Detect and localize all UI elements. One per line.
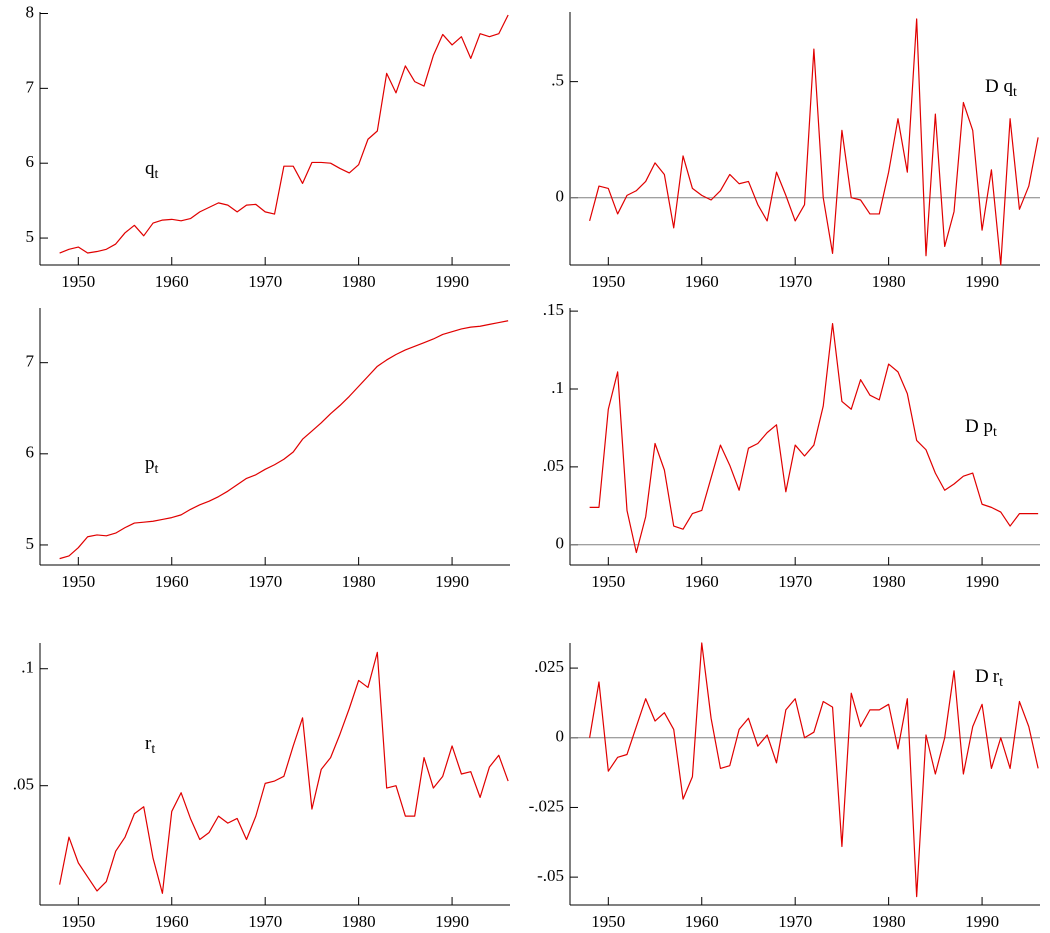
x-tick-label: 1990 [435,912,469,931]
y-tick-label: -.025 [529,796,564,815]
x-tick-label: 1990 [965,572,999,591]
annotation-main: D [975,666,989,687]
x-tick-label: 1950 [591,272,625,291]
x-tick-label: 1950 [61,572,95,591]
annotation-subscript: t [1013,85,1017,100]
x-tick-label: 1990 [965,912,999,931]
y-tick-label: .1 [21,658,34,677]
annotation-subscript: t [155,167,159,182]
y-tick-label: 5 [26,534,35,553]
annotation-main: D q [985,76,1013,97]
y-tick-label: 0 [556,534,565,553]
y-tick-label: 0 [556,187,565,206]
panel: 0 .5 1950 1960 1970 1980 1990 D qt [551,12,1040,291]
annotation: rt [145,733,155,757]
x-tick-label: 1970 [248,572,282,591]
annotation-subscript: t [993,425,997,440]
annotation: D pt [965,416,997,440]
annotation-main: D p [965,416,993,437]
annotation: D qt [985,76,1017,100]
x-tick-label: 1960 [155,572,189,591]
x-tick-label: 1960 [685,572,719,591]
x-tick-label: 1980 [342,912,376,931]
data-line [589,18,1039,266]
x-tick-label: 1950 [61,912,95,931]
data-line [589,642,1039,898]
y-tick-label: .5 [551,71,564,90]
x-tick-label: 1980 [342,572,376,591]
x-tick-label: 1990 [965,272,999,291]
data-line [59,14,509,254]
annotation: qt [145,158,159,182]
x-tick-label: 1980 [342,272,376,291]
panel: 0 .05 .1 .15 1950 1960 1970 1980 1990 D pt [543,300,1040,591]
y-tick-label: .15 [543,300,564,319]
y-tick-label: 6 [26,443,35,462]
x-tick-label: 1980 [872,572,906,591]
data-line [589,322,1039,554]
x-tick-label: 1970 [248,272,282,291]
x-tick-label: 1960 [155,272,189,291]
annotation-main: r [993,666,1000,687]
x-tick-label: 1990 [435,272,469,291]
annotation-subscript: t [151,742,155,757]
x-tick-label: 1960 [685,912,719,931]
x-tick-label: 1980 [872,272,906,291]
y-tick-label: 7 [26,352,35,371]
y-tick-label: 8 [26,2,35,21]
x-tick-label: 1970 [778,272,812,291]
x-tick-label: 1950 [591,572,625,591]
y-tick-label: .05 [13,775,34,794]
y-tick-label: .025 [534,657,564,676]
x-tick-label: 1970 [778,912,812,931]
annotation-main: q [145,158,155,179]
x-tick-label: 1980 [872,912,906,931]
x-tick-label: 1970 [248,912,282,931]
x-tick-label: 1960 [155,912,189,931]
y-tick-label: 6 [26,152,35,171]
y-tick-label: 5 [26,227,35,246]
panel: 5 6 7 8 1950 1960 1970 1980 1990 qt [26,2,510,291]
annotation-main: p [145,453,155,474]
annotation: pt [145,453,159,477]
annotation-main: r [145,733,152,754]
panel: -.05 -.025 0 .025 1950 1960 1970 1980 1990 D rt [529,642,1040,931]
x-tick-label: 1950 [61,272,95,291]
x-tick-label: 1960 [685,272,719,291]
panel: .05 .1 1950 1960 1970 1980 1990 rt [13,643,510,931]
annotation-subscript: t [999,675,1003,690]
y-tick-label: .1 [551,378,564,397]
y-tick-label: -.05 [537,866,564,885]
panel: 5 6 7 1950 1960 1970 1980 1990 pt [26,308,510,591]
x-tick-label: 1990 [435,572,469,591]
data-line [59,651,509,894]
x-tick-label: 1950 [591,912,625,931]
annotation-subscript: t [155,462,159,477]
y-tick-label: 7 [26,77,35,96]
x-tick-label: 1970 [778,572,812,591]
y-tick-label: .05 [543,456,564,475]
data-line [59,320,509,560]
y-tick-label: 0 [556,727,565,746]
